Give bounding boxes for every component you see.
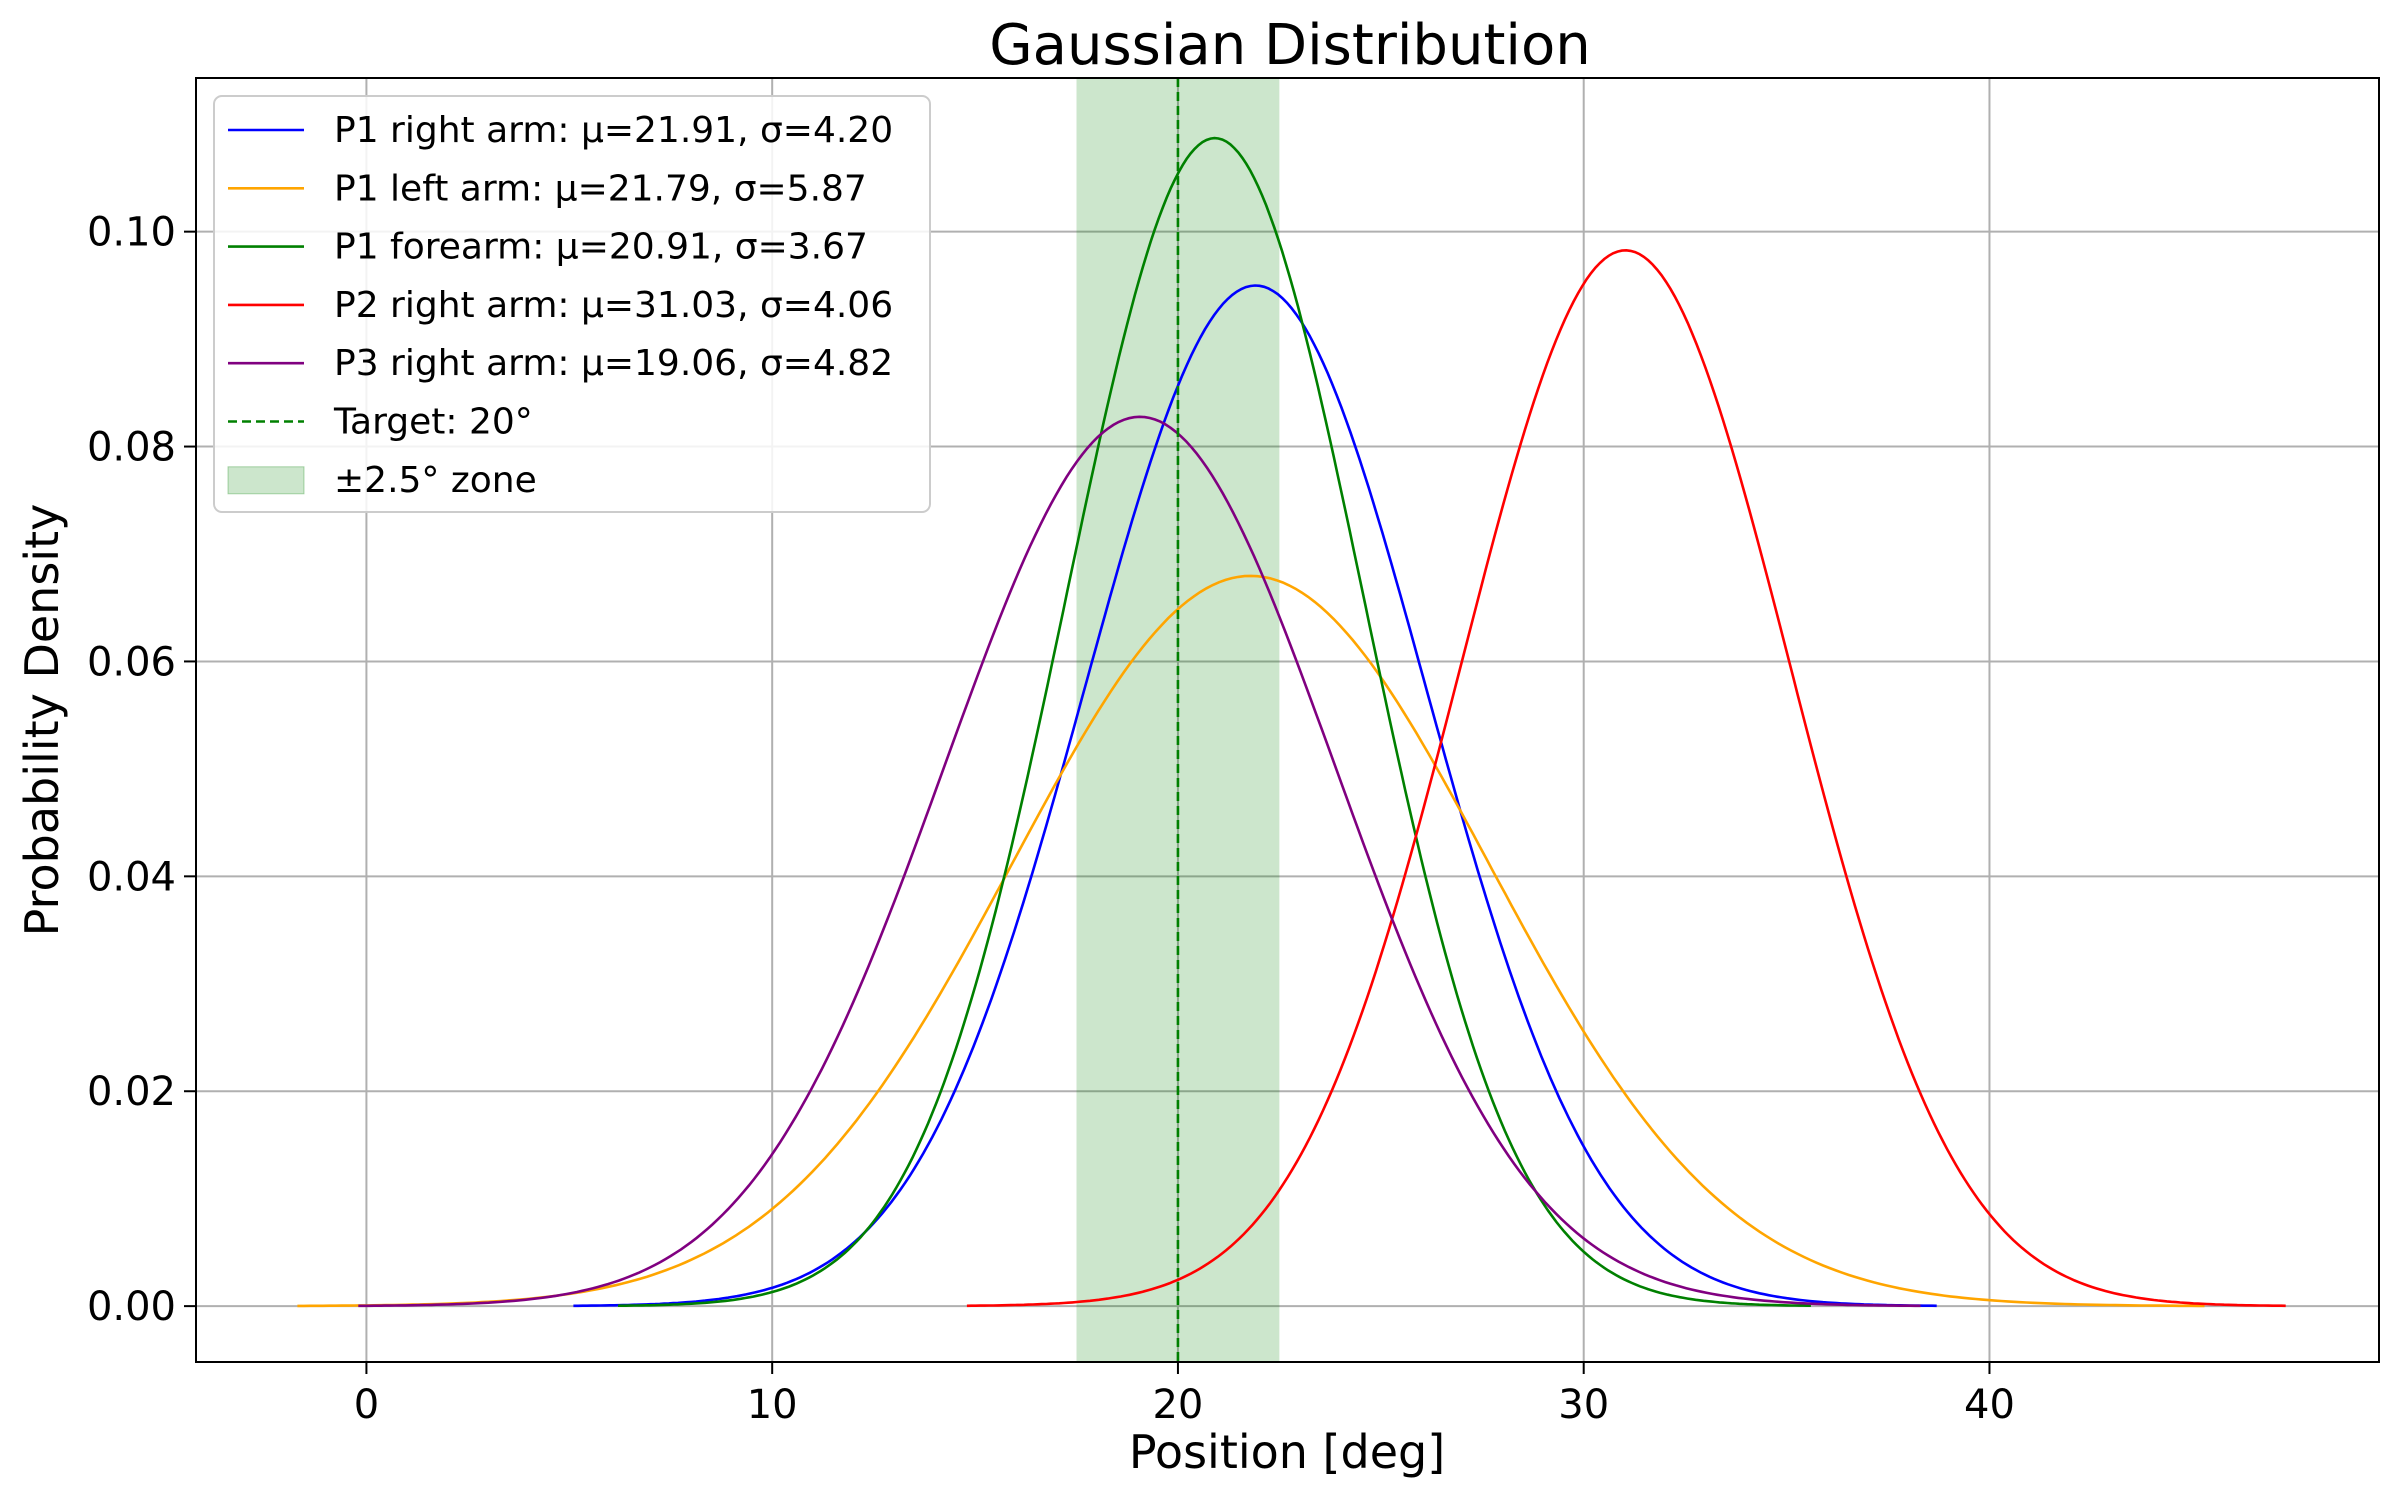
x-tick-label: 0 bbox=[354, 1382, 379, 1428]
legend-label: Target: 20° bbox=[333, 402, 533, 443]
y-tick-label: 0.10 bbox=[87, 210, 176, 256]
x-axis-label: Position [deg] bbox=[1129, 1425, 1445, 1479]
legend-label: P2 right arm: μ=31.03, σ=4.06 bbox=[334, 285, 893, 326]
series-line bbox=[358, 415, 1921, 1308]
x-tick-label: 20 bbox=[1152, 1382, 1203, 1428]
x-tick-label: 10 bbox=[747, 1382, 798, 1428]
y-tick-label: 0.00 bbox=[87, 1284, 176, 1330]
x-tick-label: 30 bbox=[1558, 1382, 1609, 1428]
legend-label: P1 left arm: μ=21.79, σ=5.87 bbox=[334, 168, 867, 209]
x-tick-label: 40 bbox=[1964, 1382, 2015, 1428]
legend-label: ±2.5° zone bbox=[334, 460, 537, 501]
series-layer bbox=[297, 136, 2286, 1308]
series-line bbox=[573, 284, 1937, 1308]
legend-box bbox=[213, 95, 931, 513]
series-line bbox=[297, 574, 2205, 1308]
zone-layer bbox=[1076, 78, 1280, 1362]
series-line bbox=[618, 136, 1811, 1307]
y-tick-label: 0.06 bbox=[87, 639, 176, 685]
series-line bbox=[966, 248, 2286, 1308]
y-tick-label: 0.08 bbox=[87, 425, 176, 471]
legend-label: P3 right arm: μ=19.06, σ=4.82 bbox=[334, 343, 893, 384]
y-tick-label: 0.04 bbox=[87, 854, 176, 900]
plot-frame bbox=[195, 77, 2380, 1363]
legend-swatch bbox=[227, 466, 305, 495]
legend-label: P1 right arm: μ=21.91, σ=4.20 bbox=[334, 110, 893, 151]
y-axis-ticks: 0.00 0.02 0.04 0.06 0.08 0.10 bbox=[87, 210, 196, 1330]
x-axis-ticks: 0 10 20 30 40 bbox=[354, 1362, 2015, 1428]
y-tick-label: 0.02 bbox=[87, 1069, 176, 1115]
legend-label: P1 forearm: μ=20.91, σ=3.67 bbox=[334, 227, 868, 268]
legend: P1 right arm: μ=21.91, σ=4.20 P1 left arm… bbox=[213, 95, 931, 513]
target-zone bbox=[1076, 78, 1280, 1362]
chart-title: Gaussian Distribution bbox=[989, 13, 1590, 78]
y-axis-label: Probability Density bbox=[15, 504, 69, 937]
